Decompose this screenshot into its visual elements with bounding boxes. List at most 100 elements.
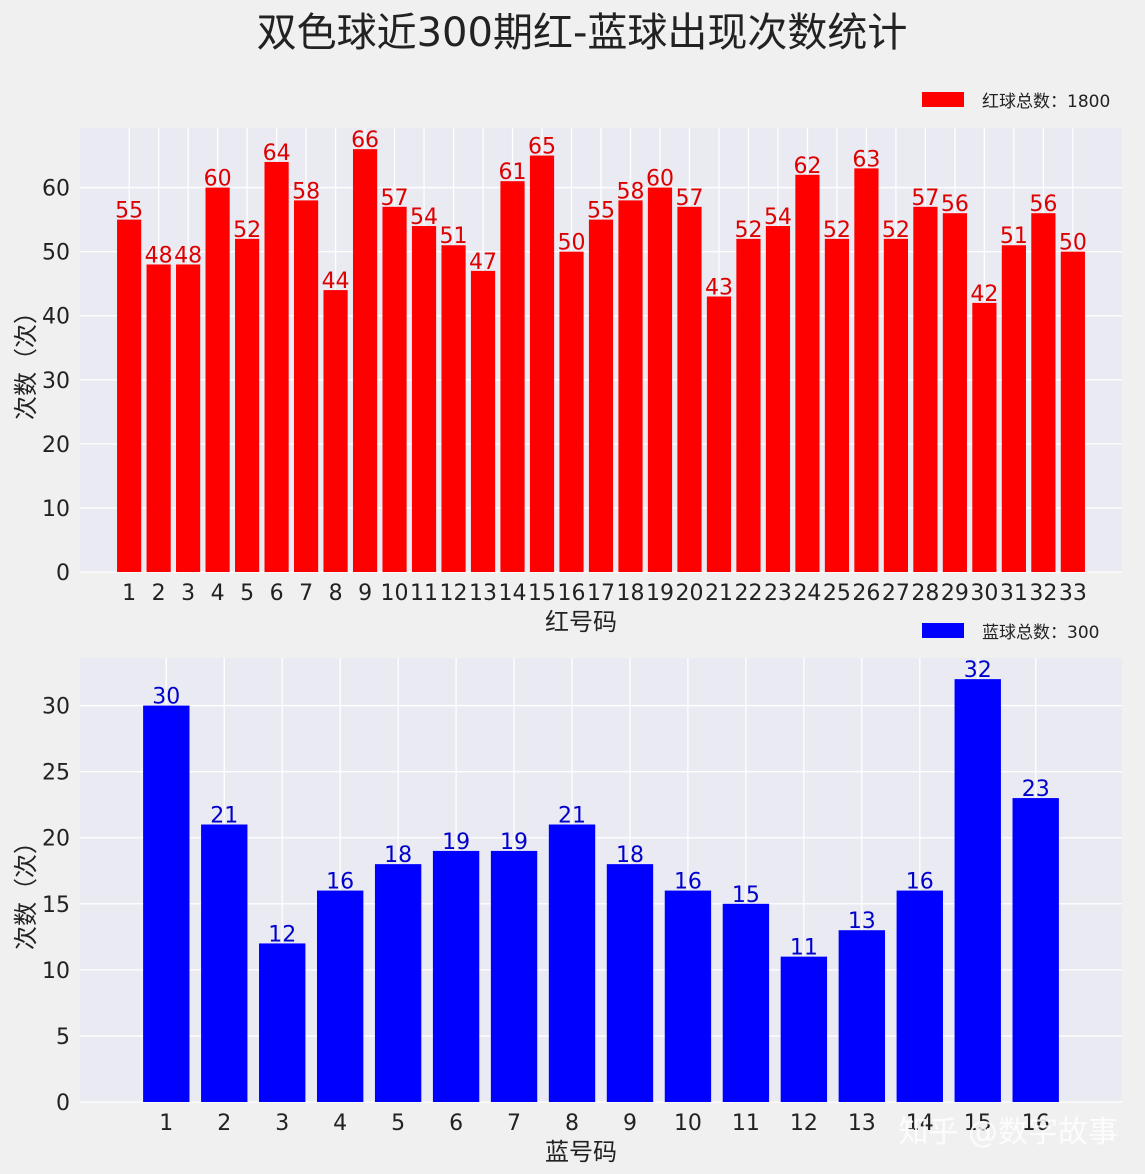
bar bbox=[411, 226, 437, 572]
x-tick-label: 20 bbox=[675, 581, 703, 606]
x-axis-label: 蓝号码 bbox=[545, 1138, 617, 1166]
bar-value-label: 51 bbox=[1000, 224, 1028, 249]
bar-value-label: 16 bbox=[674, 870, 702, 895]
x-tick-label: 8 bbox=[329, 581, 343, 606]
bar-value-label: 44 bbox=[322, 269, 350, 294]
bar bbox=[913, 206, 938, 573]
bar bbox=[470, 270, 496, 572]
x-tick-label: 13 bbox=[848, 1111, 876, 1136]
bar bbox=[838, 930, 886, 1102]
y-tick-label: 20 bbox=[42, 433, 70, 458]
bar-value-label: 57 bbox=[911, 186, 939, 211]
x-tick-label: 26 bbox=[852, 581, 880, 606]
bar bbox=[264, 161, 289, 572]
x-tick-label: 31 bbox=[1000, 581, 1028, 606]
bar bbox=[176, 264, 201, 572]
bar bbox=[972, 302, 997, 572]
x-tick-label: 10 bbox=[381, 581, 409, 606]
x-tick-label: 9 bbox=[358, 581, 372, 606]
bar bbox=[647, 187, 673, 572]
bar bbox=[143, 705, 190, 1102]
y-tick-label: 10 bbox=[42, 959, 70, 984]
legend-swatch bbox=[922, 623, 964, 638]
x-tick-label: 29 bbox=[941, 581, 969, 606]
x-tick-label: 1 bbox=[159, 1111, 173, 1136]
bar bbox=[500, 181, 525, 572]
bar bbox=[706, 296, 732, 572]
x-tick-label: 2 bbox=[152, 581, 166, 606]
x-tick-label: 19 bbox=[646, 581, 674, 606]
bar bbox=[323, 290, 348, 572]
x-tick-label: 5 bbox=[391, 1111, 405, 1136]
x-tick-label: 4 bbox=[333, 1111, 347, 1136]
x-tick-label: 24 bbox=[793, 581, 821, 606]
bar bbox=[942, 213, 967, 572]
bar-value-label: 13 bbox=[848, 909, 876, 934]
y-tick-label: 60 bbox=[42, 177, 70, 202]
y-tick-label: 25 bbox=[42, 761, 70, 786]
bar-value-label: 23 bbox=[1022, 777, 1050, 802]
bar-value-label: 54 bbox=[764, 205, 792, 230]
x-tick-label: 3 bbox=[181, 581, 195, 606]
bar-value-label: 64 bbox=[263, 141, 291, 166]
bar bbox=[1031, 213, 1056, 572]
bar-value-label: 15 bbox=[732, 883, 760, 908]
watermark: 知乎 @数字故事 bbox=[898, 1115, 1118, 1150]
bar bbox=[548, 824, 596, 1102]
x-tick-label: 14 bbox=[499, 581, 527, 606]
x-tick-label: 6 bbox=[270, 581, 284, 606]
bar-value-label: 57 bbox=[675, 186, 703, 211]
bar-value-label: 16 bbox=[326, 870, 354, 895]
bar bbox=[896, 890, 943, 1102]
x-tick-label: 7 bbox=[507, 1111, 521, 1136]
y-tick-label: 50 bbox=[42, 241, 70, 266]
x-tick-label: 16 bbox=[558, 581, 586, 606]
x-tick-label: 13 bbox=[469, 581, 497, 606]
bar-value-label: 51 bbox=[440, 224, 468, 249]
bar-value-label: 63 bbox=[852, 147, 880, 172]
bar bbox=[374, 864, 422, 1102]
bar bbox=[432, 850, 480, 1102]
y-tick-label: 10 bbox=[42, 497, 70, 522]
x-tick-label: 16 bbox=[1022, 1111, 1050, 1136]
y-tick-label: 40 bbox=[42, 305, 70, 330]
bar bbox=[559, 251, 584, 572]
bar-value-label: 55 bbox=[587, 199, 615, 224]
x-tick-label: 28 bbox=[911, 581, 939, 606]
x-tick-label: 15 bbox=[528, 581, 556, 606]
bar-value-label: 43 bbox=[705, 276, 733, 301]
x-tick-label: 3 bbox=[275, 1111, 289, 1136]
x-tick-label: 7 bbox=[299, 581, 313, 606]
bar-value-label: 58 bbox=[292, 179, 320, 204]
y-tick-label: 0 bbox=[56, 561, 70, 586]
x-tick-label: 12 bbox=[790, 1111, 818, 1136]
bar bbox=[824, 238, 850, 572]
x-tick-label: 22 bbox=[734, 581, 762, 606]
bar-value-label: 32 bbox=[964, 658, 992, 683]
bar bbox=[293, 200, 319, 573]
y-tick-label: 20 bbox=[42, 827, 70, 852]
bar-value-label: 61 bbox=[499, 160, 527, 185]
bar-value-label: 50 bbox=[1059, 231, 1087, 256]
x-tick-label: 17 bbox=[587, 581, 615, 606]
x-tick-label: 25 bbox=[823, 581, 851, 606]
bar bbox=[765, 226, 791, 572]
y-tick-label: 5 bbox=[56, 1025, 70, 1050]
bar-value-label: 65 bbox=[528, 135, 556, 160]
bar bbox=[1012, 798, 1059, 1102]
bar-value-label: 52 bbox=[233, 218, 261, 243]
bar-value-label: 56 bbox=[1029, 192, 1057, 217]
x-tick-label: 5 bbox=[240, 581, 254, 606]
bar bbox=[883, 238, 909, 572]
bar bbox=[316, 890, 364, 1102]
legend-swatch bbox=[922, 92, 964, 107]
bar-value-label: 52 bbox=[734, 218, 762, 243]
bar bbox=[736, 238, 761, 572]
bar-value-label: 11 bbox=[790, 936, 818, 961]
bar bbox=[259, 943, 306, 1102]
x-tick-label: 15 bbox=[964, 1111, 992, 1136]
x-tick-label: 2 bbox=[217, 1111, 231, 1136]
bar-value-label: 42 bbox=[970, 282, 998, 307]
